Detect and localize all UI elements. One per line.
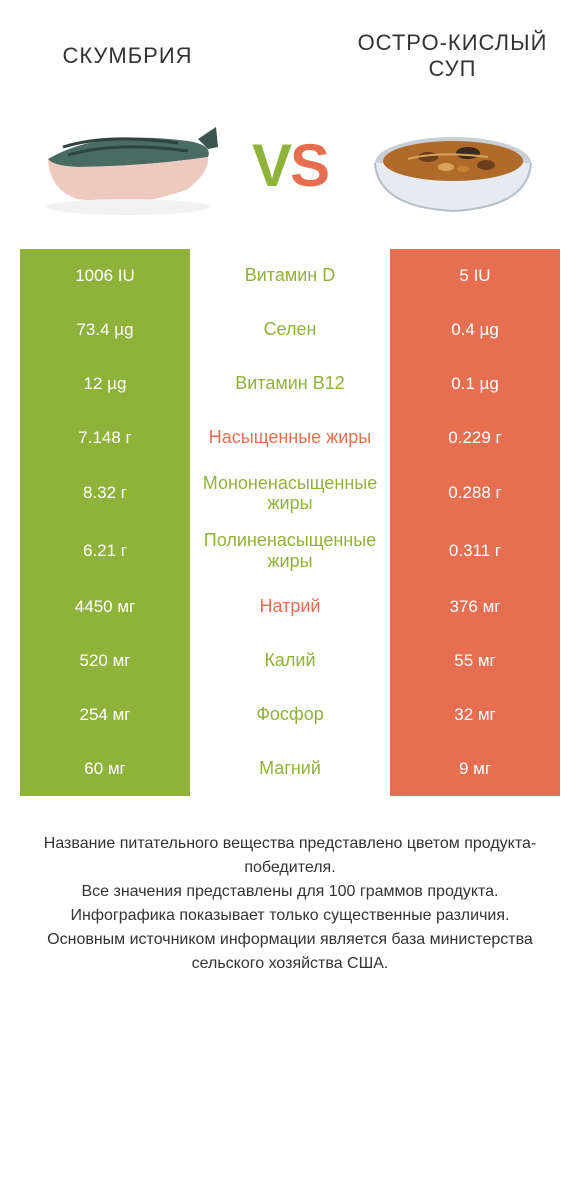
left-value: 12 µg bbox=[20, 357, 190, 411]
right-food-image bbox=[345, 111, 560, 221]
table-row: 8.32 гМононенасыщенные жиры0.288 г bbox=[20, 465, 560, 522]
right-value: 0.4 µg bbox=[390, 303, 560, 357]
right-value: 0.311 г bbox=[390, 522, 560, 579]
right-value: 9 мг bbox=[390, 742, 560, 796]
nutrient-label: Фосфор bbox=[190, 688, 390, 742]
left-value: 60 мг bbox=[20, 742, 190, 796]
right-title: ОСТРО-КИСЛЫЙ СУП bbox=[345, 30, 560, 83]
left-title: СКУМБРИЯ bbox=[20, 43, 235, 69]
footnote-line: Инфографика показывает только существенн… bbox=[30, 904, 550, 928]
table-row: 7.148 гНасыщенные жиры0.229 г bbox=[20, 411, 560, 465]
right-value: 5 IU bbox=[390, 249, 560, 303]
nutrient-label: Мононенасыщенные жиры bbox=[190, 465, 390, 522]
left-value: 1006 IU bbox=[20, 249, 190, 303]
right-value: 55 мг bbox=[390, 634, 560, 688]
left-title-cell: СКУМБРИЯ bbox=[20, 43, 235, 69]
nutrient-label: Магний bbox=[190, 742, 390, 796]
footnote-line: Все значения представлены для 100 граммо… bbox=[30, 880, 550, 904]
table-row: 520 мгКалий55 мг bbox=[20, 634, 560, 688]
right-title-cell: ОСТРО-КИСЛЫЙ СУП bbox=[345, 30, 560, 83]
right-value: 376 мг bbox=[390, 580, 560, 634]
footnote-line: Основным источником информации является … bbox=[30, 928, 550, 976]
left-food-image bbox=[20, 111, 235, 221]
right-value: 0.1 µg bbox=[390, 357, 560, 411]
table-row: 1006 IUВитамин D5 IU bbox=[20, 249, 560, 303]
hero-row: VS bbox=[20, 111, 560, 221]
nutrient-label: Калий bbox=[190, 634, 390, 688]
infographic-container: СКУМБРИЯ ОСТРО-КИСЛЫЙ СУП VS bbox=[0, 0, 580, 996]
table-row: 4450 мгНатрий376 мг bbox=[20, 580, 560, 634]
table-row: 6.21 гПолиненасыщенные жиры0.311 г bbox=[20, 522, 560, 579]
left-value: 520 мг bbox=[20, 634, 190, 688]
left-value: 7.148 г bbox=[20, 411, 190, 465]
footnote: Название питательного вещества представл… bbox=[20, 832, 560, 976]
nutrient-label: Витамин D bbox=[190, 249, 390, 303]
vs-label: VS bbox=[235, 131, 345, 200]
nutrient-label: Полиненасыщенные жиры bbox=[190, 522, 390, 579]
vs-s: S bbox=[290, 132, 328, 199]
table-row: 12 µgВитамин B120.1 µg bbox=[20, 357, 560, 411]
titles-row: СКУМБРИЯ ОСТРО-КИСЛЫЙ СУП bbox=[20, 30, 560, 83]
nutrient-label: Насыщенные жиры bbox=[190, 411, 390, 465]
table-row: 73.4 µgСелен0.4 µg bbox=[20, 303, 560, 357]
left-value: 8.32 г bbox=[20, 465, 190, 522]
footnote-line: Название питательного вещества представл… bbox=[30, 832, 550, 880]
table-row: 254 мгФосфор32 мг bbox=[20, 688, 560, 742]
right-value: 0.288 г bbox=[390, 465, 560, 522]
left-value: 254 мг bbox=[20, 688, 190, 742]
right-value: 0.229 г bbox=[390, 411, 560, 465]
nutrient-label: Натрий bbox=[190, 580, 390, 634]
soup-bowl-icon bbox=[368, 111, 538, 221]
left-value: 73.4 µg bbox=[20, 303, 190, 357]
left-value: 4450 мг bbox=[20, 580, 190, 634]
nutrient-label: Витамин B12 bbox=[190, 357, 390, 411]
comparison-table: 1006 IUВитамин D5 IU73.4 µgСелен0.4 µg12… bbox=[20, 249, 560, 796]
vs-v: V bbox=[252, 132, 290, 199]
nutrient-label: Селен bbox=[190, 303, 390, 357]
left-value: 6.21 г bbox=[20, 522, 190, 579]
table-row: 60 мгМагний9 мг bbox=[20, 742, 560, 796]
mackerel-icon bbox=[38, 111, 218, 221]
right-value: 32 мг bbox=[390, 688, 560, 742]
